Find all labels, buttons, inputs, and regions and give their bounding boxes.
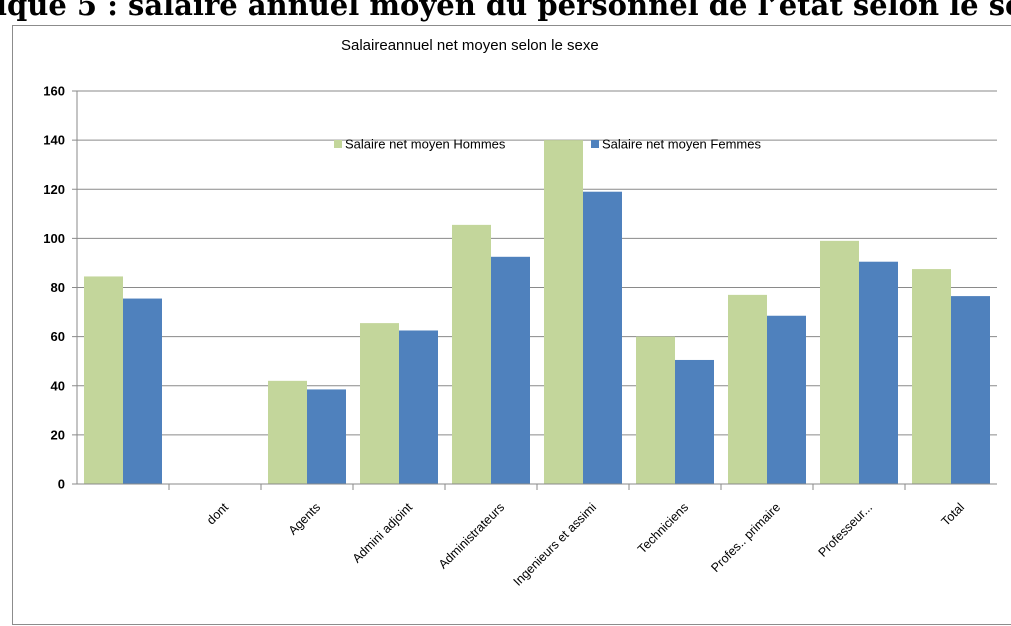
- x-tick-label: Profes.. primaire: [708, 500, 783, 575]
- bar-hommes: [360, 323, 399, 484]
- legend-label-hommes: Salaire net moyen Hommes: [345, 137, 506, 152]
- y-tick-label: 0: [58, 477, 65, 492]
- bar-femmes: [583, 191, 622, 485]
- bar-hommes: [912, 269, 951, 484]
- bar-hommes: [636, 336, 675, 484]
- y-tick-label: 20: [51, 427, 65, 442]
- y-tick-label: 140: [43, 133, 65, 148]
- y-tick-label: 100: [43, 231, 65, 246]
- bar-hommes: [544, 140, 583, 484]
- bar-hommes: [452, 224, 491, 484]
- bar-hommes: [728, 294, 767, 484]
- bar-femmes: [491, 256, 530, 484]
- x-tick-label: Agents: [286, 500, 323, 537]
- x-tick-label: Administrateurs: [436, 500, 507, 571]
- x-tick-label: Techniciens: [635, 500, 691, 556]
- y-tick-labels: 0 20 40 60 80 100 120 140 160: [43, 84, 65, 492]
- bar-femmes: [767, 315, 806, 484]
- bar-femmes: [399, 330, 438, 484]
- y-tick-label: 120: [43, 182, 65, 197]
- x-tick-label: Total: [939, 500, 968, 529]
- x-tick-label: dont: [204, 500, 231, 527]
- x-tick-labels: dont Agents Admini adjoint Administrateurs I…: [204, 500, 967, 589]
- y-tick-label: 160: [43, 84, 65, 99]
- x-tick-label: Professeur...: [816, 500, 876, 560]
- legend-swatch-hommes: [334, 140, 342, 148]
- legend-swatch-femmes: [591, 140, 599, 148]
- legend: Salaire net moyen Hommes Salaire net moye…: [334, 137, 761, 152]
- document-heading: ique 5 : salaire annuel moyen du personn…: [0, 0, 1011, 22]
- bar-femmes: [123, 298, 162, 484]
- bar-femmes: [859, 261, 898, 484]
- y-tick-label: 60: [51, 329, 65, 344]
- x-tick-label: Admini adjoint: [350, 500, 416, 566]
- axes: [76, 91, 997, 490]
- bar-femmes: [951, 296, 990, 484]
- chart-title: Salaireannuel net moyen selon le sexe: [341, 37, 599, 54]
- bar-hommes: [84, 276, 123, 484]
- legend-label-femmes: Salaire net moyen Femmes: [602, 137, 761, 152]
- gridlines: [72, 90, 997, 485]
- bar-femmes: [675, 359, 714, 484]
- y-tick-label: 80: [51, 280, 65, 295]
- bar-chart: Salaireannuel net moyen selon le sexe 0 2…: [43, 37, 997, 589]
- bars: [84, 140, 990, 485]
- bar-hommes: [268, 380, 307, 484]
- bar-hommes: [820, 240, 859, 484]
- bar-femmes: [307, 389, 346, 484]
- y-tick-label: 40: [51, 378, 65, 393]
- x-tick-label: Ingenieurs et assimi: [511, 500, 600, 589]
- chart-frame: Salaireannuel net moyen selon le sexe 0 2…: [12, 25, 1011, 625]
